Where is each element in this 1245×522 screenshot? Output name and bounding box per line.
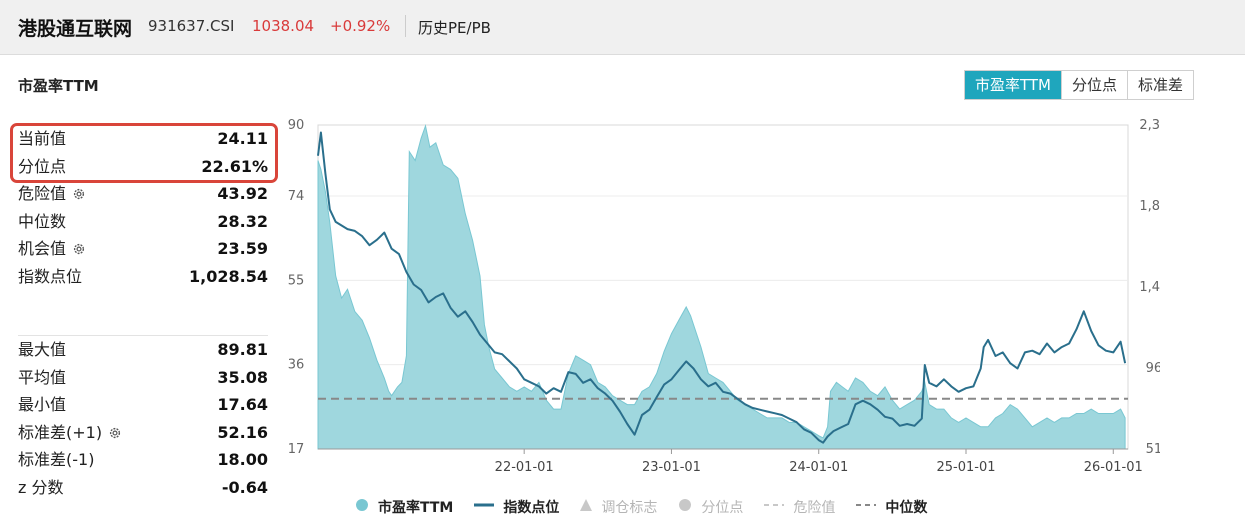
metric-tabs: 市盈率TTM 分位点 标准差 — [964, 70, 1195, 100]
stat-label: 标准差(-1) — [18, 450, 95, 469]
tab-pe-ttm[interactable]: 市盈率TTM — [965, 71, 1062, 99]
stats-top: 当前值 24.11 分位点 22.61% 危险值 43.92 中位数 28.32 机会值 23.5… — [18, 125, 268, 290]
legend-label: 调仓标志 — [601, 500, 658, 516]
stat-label: 指数点位 — [18, 266, 83, 286]
gear-icon[interactable] — [72, 242, 86, 256]
legend-triangle-icon — [579, 498, 593, 516]
left-tick-label: 17 — [288, 442, 305, 457]
stat-row: 标准差(-1) 18.00 — [18, 446, 268, 474]
stat-value: 43.92 — [217, 184, 268, 203]
stat-label: 平均值 — [18, 367, 67, 387]
tab-percentile[interactable]: 分位点 — [1061, 71, 1128, 99]
legend-item[interactable]: 市盈率TTM — [354, 497, 453, 517]
stat-row: 最大值 89.81 — [18, 336, 268, 364]
stat-value: 17.64 — [217, 395, 268, 414]
left-tick-label: 90 — [288, 118, 305, 133]
stat-label: 分位点 — [18, 156, 67, 176]
stat-label: 危险值 — [18, 180, 86, 208]
legend-item[interactable]: 危险值 — [763, 497, 835, 517]
stat-label: 标准差(+1) — [18, 419, 122, 447]
stats-bottom: 最大值 89.81 平均值 35.08 最小值 17.64 标准差(+1) 52.16 标准差(… — [18, 336, 268, 501]
index-code: 931637.CSI — [148, 17, 235, 35]
left-tick-label: 36 — [288, 358, 305, 373]
x-tick-label: 23-01-01 — [642, 460, 701, 475]
tab-std-dev[interactable]: 标准差 — [1127, 71, 1194, 99]
stat-row: 中位数 28.32 — [18, 208, 268, 236]
legend-label: 市盈率TTM — [378, 500, 454, 516]
stat-row: z 分数 -0.64 — [18, 474, 268, 502]
legend-label: 分位点 — [701, 500, 744, 516]
stat-label: 最小值 — [18, 395, 67, 414]
right-tick-label: 1,869 — [1139, 199, 1160, 214]
gear-icon[interactable] — [108, 426, 122, 440]
legend-item[interactable]: 调仓标志 — [579, 497, 657, 517]
stat-label: z 分数 — [18, 477, 64, 497]
stat-label: 机会值 — [18, 235, 86, 263]
legend-label: 危险值 — [793, 500, 836, 516]
stat-value: 35.08 — [217, 367, 268, 387]
legend-item[interactable]: 中位数 — [855, 497, 927, 517]
right-tick-label: 2,322 — [1139, 118, 1160, 133]
stat-value: 18.00 — [217, 450, 268, 469]
history-pe-pb-link[interactable]: 历史PE/PB — [418, 19, 491, 37]
gear-icon[interactable] — [72, 187, 86, 201]
legend-dash-icon — [763, 497, 785, 517]
stat-row: 危险值 43.92 — [18, 180, 268, 208]
legend-label: 指数点位 — [503, 500, 560, 516]
stat-value: 22.61% — [201, 156, 268, 176]
x-tick-label: 25-01-01 — [936, 460, 995, 475]
header-bar: 港股通互联网 931637.CSI 1038.04 +0.92% 历史PE/PB — [0, 0, 1245, 55]
left-tick-label: 74 — [288, 189, 305, 204]
header-divider — [405, 15, 406, 37]
index-price: 1038.04 — [252, 17, 315, 35]
stat-value: 52.16 — [217, 422, 268, 442]
index-line-series — [317, 131, 1127, 444]
section-title: 市盈率TTM — [18, 77, 99, 95]
index-name: 港股通互联网 — [18, 18, 133, 40]
legend-dot-icon — [677, 497, 693, 517]
stat-row: 平均值 35.08 — [18, 364, 268, 392]
chart-legend: 市盈率TTM 指数点位 调仓标志 分位点 危险值 中位数 — [354, 497, 947, 517]
stat-value: 24.11 — [217, 129, 268, 148]
stat-value: 28.32 — [217, 211, 268, 231]
stat-value: 1,028.54 — [189, 266, 268, 286]
pe-area-series — [317, 124, 1126, 450]
x-tick-label: 26-01-01 — [1084, 460, 1143, 475]
stat-value: -0.64 — [221, 477, 268, 497]
legend-item[interactable]: 指数点位 — [473, 497, 559, 517]
stat-row: 分位点 22.61% — [18, 153, 268, 181]
x-tick-label: 22-01-01 — [495, 460, 554, 475]
right-tick-label: 510 — [1146, 442, 1160, 457]
x-tick-label: 24-01-01 — [789, 460, 848, 475]
legend-dot-icon — [354, 497, 370, 517]
stat-label: 当前值 — [18, 129, 67, 148]
stat-row: 当前值 24.11 — [18, 125, 268, 153]
stats-divider — [18, 335, 268, 336]
stat-row: 指数点位 1,028.54 — [18, 263, 268, 291]
index-change: +0.92% — [330, 17, 391, 35]
pe-chart: 90 74 55 36 17 2,322 1,869 1,416 963 510 22-01-01 2… — [288, 118, 1160, 475]
stat-row: 机会值 23.59 — [18, 235, 268, 263]
legend-dash-icon — [855, 497, 877, 517]
left-tick-label: 55 — [288, 273, 305, 288]
legend-item[interactable]: 分位点 — [677, 497, 743, 517]
stat-value: 89.81 — [217, 340, 268, 359]
stat-row: 标准差(+1) 52.16 — [18, 419, 268, 447]
right-tick-label: 1,416 — [1139, 280, 1160, 295]
stat-value: 23.59 — [217, 239, 268, 258]
right-tick-label: 963 — [1146, 361, 1160, 376]
stat-label: 最大值 — [18, 340, 67, 359]
legend-label: 中位数 — [885, 500, 928, 516]
stat-row: 最小值 17.64 — [18, 391, 268, 419]
legend-line-icon — [473, 497, 495, 517]
stat-label: 中位数 — [18, 211, 67, 231]
highlight-box — [10, 123, 278, 183]
